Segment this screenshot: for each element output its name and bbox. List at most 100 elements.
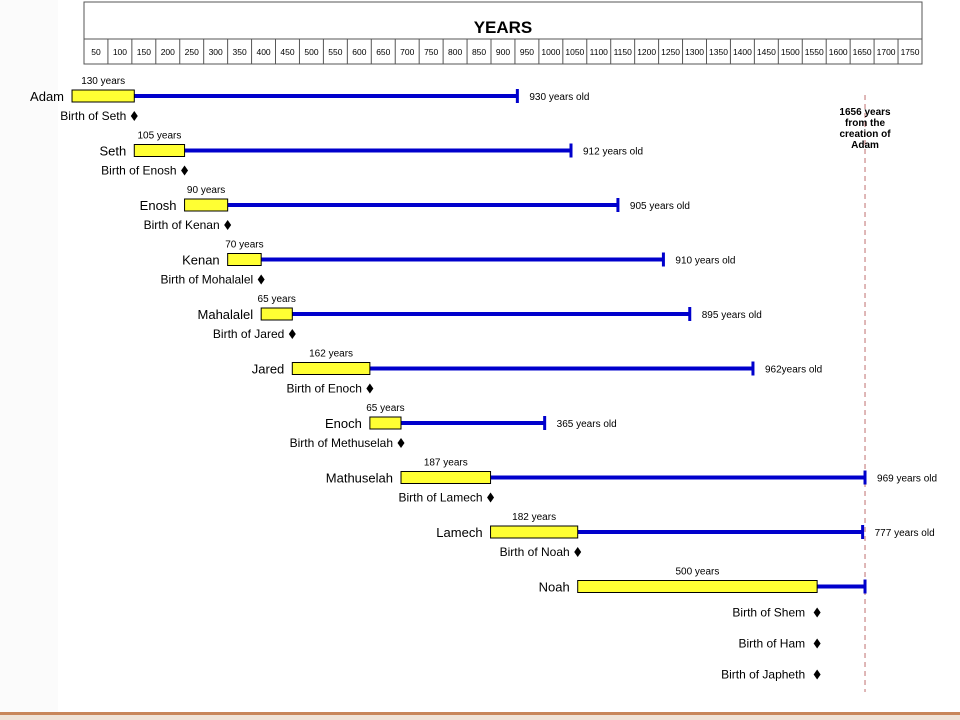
birth-marker — [288, 329, 296, 339]
death-age-label: 962years old — [765, 365, 822, 376]
x-tick-label: 500 — [304, 47, 318, 57]
x-tick-label: 1550 — [805, 47, 824, 57]
x-tick-label: 350 — [233, 47, 247, 57]
reference-line-label: creation of — [839, 129, 891, 140]
slide-left-margin — [0, 0, 58, 712]
reference-line-label: 1656 years — [839, 107, 891, 118]
x-tick-label: 650 — [376, 47, 390, 57]
x-tick-label: 1150 — [614, 47, 633, 57]
x-tick-label: 100 — [113, 47, 127, 57]
chart-title: YEARS — [474, 18, 533, 37]
slide-bottom-band — [0, 715, 960, 720]
x-tick-label: 1750 — [901, 47, 920, 57]
x-tick-label: 1250 — [661, 47, 680, 57]
before-son-bar — [291, 362, 371, 375]
son-birth-label: Birth of Shem — [732, 606, 805, 620]
person-name: Jared — [252, 362, 285, 377]
son-age-label: 162 years — [309, 349, 353, 360]
son-birth-label: Birth of Lamech — [399, 491, 483, 505]
death-age-label: 930 years old — [529, 92, 589, 103]
son-birth-label: Birth of Enosh — [101, 164, 176, 178]
birth-marker — [366, 383, 374, 394]
son-age-label: 105 years — [137, 131, 181, 142]
before-son-bar — [260, 307, 293, 321]
birth-marker — [813, 607, 821, 618]
person-name: Mathuselah — [326, 471, 393, 486]
x-tick-label: 550 — [328, 47, 342, 57]
x-tick-label: 750 — [424, 47, 438, 57]
person-name: Seth — [100, 144, 127, 159]
son-birth-label: Birth of Enoch — [287, 382, 362, 396]
before-son-bar — [369, 416, 402, 430]
x-tick-label: 1300 — [685, 47, 704, 57]
x-tick-label: 450 — [280, 47, 294, 57]
x-tick-label: 850 — [472, 47, 486, 57]
son-age-label: 90 years — [187, 185, 225, 196]
birth-marker — [181, 165, 189, 176]
son-birth-label: Birth of Ham — [738, 637, 805, 651]
person-name: Mahalalel — [198, 307, 254, 322]
birth-marker — [397, 438, 405, 448]
son-age-label: 182 years — [512, 512, 556, 523]
x-tick-label: 800 — [448, 47, 462, 57]
x-tick-label: 1700 — [877, 47, 896, 57]
reference-line-label: Adam — [851, 140, 879, 151]
x-tick-label: 1000 — [541, 47, 560, 57]
x-tick-label: 300 — [209, 47, 223, 57]
son-birth-label: Birth of Seth — [60, 109, 126, 123]
person-name: Enoch — [325, 416, 362, 431]
son-birth-label: Birth of Methuselah — [290, 436, 393, 450]
death-age-label: 912 years old — [583, 147, 643, 158]
x-tick-label: 1050 — [565, 47, 584, 57]
death-age-label: 895 years old — [702, 310, 762, 321]
son-birth-label: Birth of Noah — [500, 545, 570, 559]
before-son-bar — [71, 89, 135, 103]
x-tick-label: 1400 — [733, 47, 752, 57]
son-birth-label: Birth of Jared — [213, 327, 284, 341]
x-tick-label: 1350 — [709, 47, 728, 57]
birth-marker — [257, 274, 265, 285]
birth-marker — [813, 638, 821, 649]
birth-marker — [813, 669, 821, 680]
person-name: Kenan — [182, 253, 220, 268]
x-tick-label: 50 — [91, 47, 101, 57]
son-age-label: 187 years — [424, 458, 468, 469]
x-tick-label: 1600 — [829, 47, 848, 57]
son-age-label: 130 years — [81, 76, 125, 87]
slide-bottom-rule — [0, 712, 960, 715]
x-tick-label: 1650 — [853, 47, 872, 57]
son-age-label: 65 years — [366, 403, 404, 414]
birth-marker — [130, 111, 138, 121]
person-name: Lamech — [436, 525, 482, 540]
person-name: Enosh — [140, 198, 177, 213]
x-tick-label: 1100 — [590, 47, 609, 57]
before-son-bar — [400, 471, 492, 484]
death-age-label: 969 years old — [877, 474, 937, 485]
x-tick-label: 400 — [256, 47, 270, 57]
before-son-bar — [490, 525, 579, 539]
before-son-bar — [577, 580, 818, 593]
reference-line-label: from the — [845, 118, 885, 129]
x-tick-label: 1450 — [757, 47, 776, 57]
x-tick-label: 700 — [400, 47, 414, 57]
x-tick-label: 1200 — [637, 47, 656, 57]
x-tick-label: 150 — [137, 47, 151, 57]
death-age-label: 777 years old — [875, 528, 935, 539]
x-tick-label: 250 — [185, 47, 199, 57]
death-age-label: 365 years old — [557, 419, 617, 430]
before-son-bar — [227, 253, 262, 266]
son-birth-label: Birth of Kenan — [144, 218, 220, 232]
person-name: Adam — [30, 89, 64, 104]
death-age-label: 910 years old — [675, 256, 735, 267]
birth-marker — [574, 547, 582, 557]
before-son-bar — [133, 144, 186, 157]
x-tick-label: 950 — [520, 47, 534, 57]
before-son-bar — [184, 198, 229, 212]
son-age-label: 65 years — [258, 294, 296, 305]
axis-header-frame — [83, 1, 923, 65]
x-tick-label: 200 — [161, 47, 175, 57]
x-tick-label: 600 — [352, 47, 366, 57]
son-age-label: 500 years — [675, 567, 719, 578]
